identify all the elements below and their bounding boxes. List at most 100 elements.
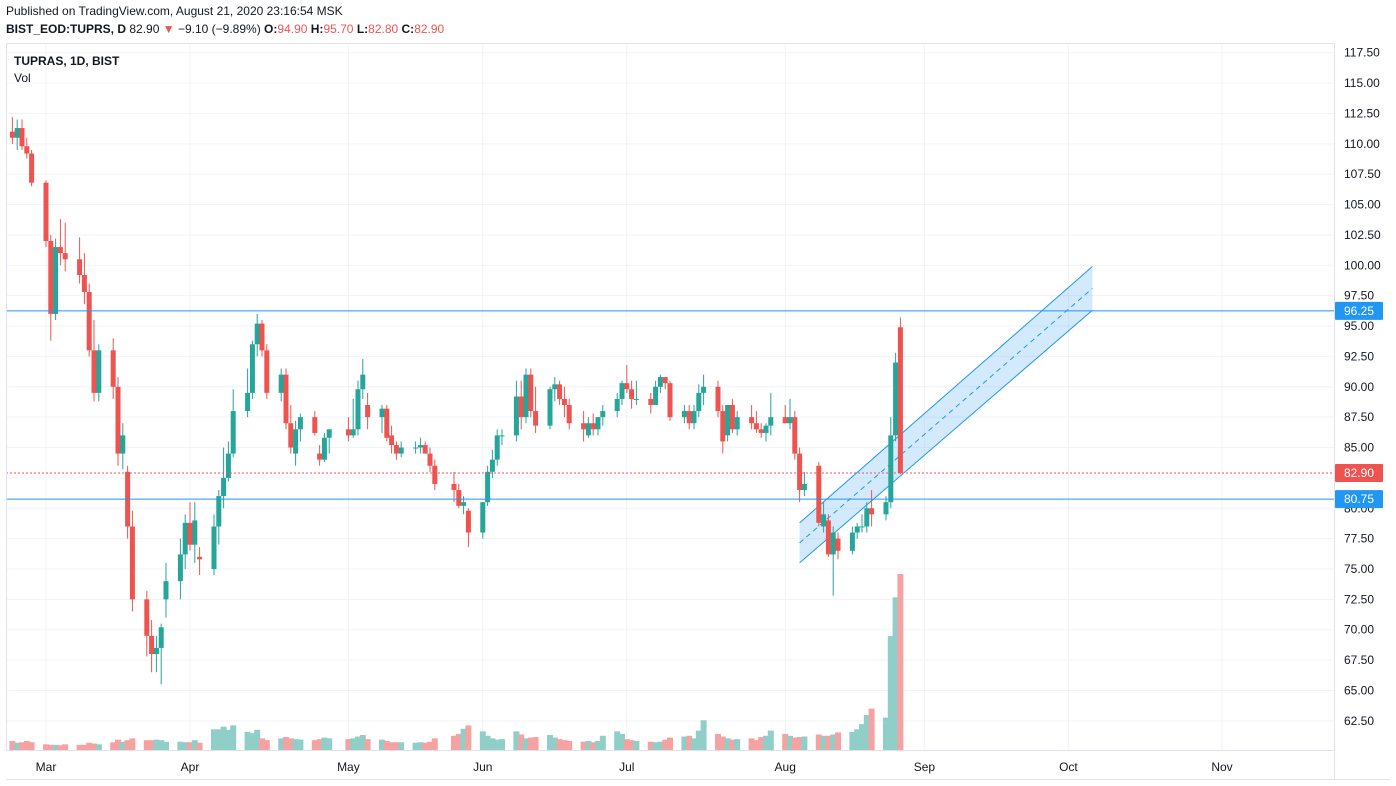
candle-body	[518, 396, 524, 418]
volume-bar	[187, 742, 193, 750]
open-label: O:	[264, 22, 278, 36]
candle-body	[19, 128, 25, 147]
published-note: Published on TradingView.com, August 21,…	[6, 4, 343, 18]
volume-bar	[9, 740, 16, 750]
volume-bar	[177, 741, 184, 750]
candle-body	[523, 374, 529, 418]
price-tick-label: 112.50	[1344, 106, 1380, 120]
candle-body	[317, 453, 323, 460]
candle-body	[859, 526, 865, 528]
volume-bar	[820, 735, 827, 750]
candle-body	[312, 417, 318, 433]
candle-body	[254, 323, 260, 345]
candle-body	[264, 350, 270, 393]
high-label: H:	[310, 22, 324, 36]
price-tick-label: 65.00	[1344, 683, 1374, 697]
volume-bar	[62, 744, 69, 750]
candle-body	[197, 556, 203, 560]
candle-body	[849, 532, 855, 551]
candle-body	[129, 526, 135, 600]
candle-body	[14, 128, 20, 138]
price-tick-label: 97.50	[1344, 289, 1374, 303]
time-tick-label: Mar	[36, 760, 57, 774]
price-badge	[1335, 301, 1383, 320]
volume-bar	[633, 740, 640, 750]
volume-bar	[662, 739, 669, 750]
volume-bar	[691, 738, 697, 750]
candle-body	[230, 411, 236, 454]
price-tick-label: 102.50	[1344, 228, 1381, 242]
volume-bar	[556, 739, 563, 750]
volume-bar	[667, 737, 673, 750]
volume-bar	[484, 735, 491, 750]
volume-bar	[695, 730, 702, 750]
volume-bar	[311, 740, 318, 750]
volume-bar	[518, 734, 525, 750]
volume-bar	[451, 735, 457, 750]
price-badge	[1335, 490, 1383, 509]
volume-bar	[95, 744, 102, 750]
candle-body	[499, 435, 505, 437]
candle-body	[96, 350, 102, 393]
price-tick-label: 67.50	[1344, 653, 1374, 667]
volume-bar	[767, 730, 774, 750]
candle-body	[115, 386, 121, 454]
candle-body	[110, 350, 116, 387]
price-tick-label: 92.50	[1344, 349, 1374, 363]
candle-body	[211, 526, 217, 569]
volume-bar	[19, 742, 25, 750]
legend-volume: Vol	[14, 71, 31, 85]
candle-body	[158, 627, 164, 648]
volume-bar	[715, 733, 721, 750]
candle-body	[451, 483, 457, 491]
volume-bar	[379, 739, 385, 750]
candle-body	[278, 374, 284, 393]
candle-body	[835, 538, 841, 551]
price-tick-label: 72.50	[1344, 592, 1374, 606]
candle-body	[153, 647, 159, 655]
volume-bar	[211, 729, 217, 750]
volume-bar	[76, 744, 83, 750]
parallel-channel	[799, 266, 1093, 564]
volume-bar	[86, 742, 93, 750]
volume-bar	[494, 739, 501, 750]
volume-bar	[628, 740, 635, 750]
volume-bar	[43, 744, 49, 750]
candle-body	[259, 323, 265, 351]
candle-body	[792, 417, 798, 454]
volume-bar	[787, 735, 793, 750]
candle-body	[825, 520, 831, 555]
candle-body	[600, 411, 606, 418]
volume-bar	[28, 742, 35, 750]
volume-bar	[455, 733, 462, 750]
channel-upper-line	[799, 266, 1093, 524]
candle-body	[461, 502, 467, 506]
volume-bar	[359, 734, 366, 750]
candle-body	[350, 429, 356, 436]
candle-body	[888, 435, 894, 503]
price-tick-label: 87.50	[1344, 410, 1374, 424]
volume-bar	[119, 741, 126, 750]
candle-body	[43, 182, 49, 242]
volume-bar	[883, 717, 889, 750]
candle-body	[681, 411, 687, 418]
volume-bar	[292, 739, 299, 750]
price-badge-label: 82.90	[1344, 466, 1374, 480]
candle-body	[801, 483, 807, 491]
price-tick-label: 117.50	[1344, 46, 1380, 60]
legend-title: TUPRAS, 1D, BIST	[14, 54, 120, 68]
candle-body	[561, 398, 567, 406]
candle-body	[62, 253, 68, 260]
volume-bar	[734, 739, 741, 750]
volume-bar	[316, 739, 323, 750]
candle-body	[192, 520, 198, 545]
candle-body	[662, 377, 668, 384]
volume-bar	[791, 737, 798, 750]
candle-body	[729, 405, 735, 430]
volume-bar	[547, 734, 553, 750]
time-tick-label: Oct	[1059, 760, 1078, 774]
candle-body	[163, 581, 169, 600]
volume-bar	[57, 745, 64, 750]
volume-bar	[897, 574, 904, 750]
